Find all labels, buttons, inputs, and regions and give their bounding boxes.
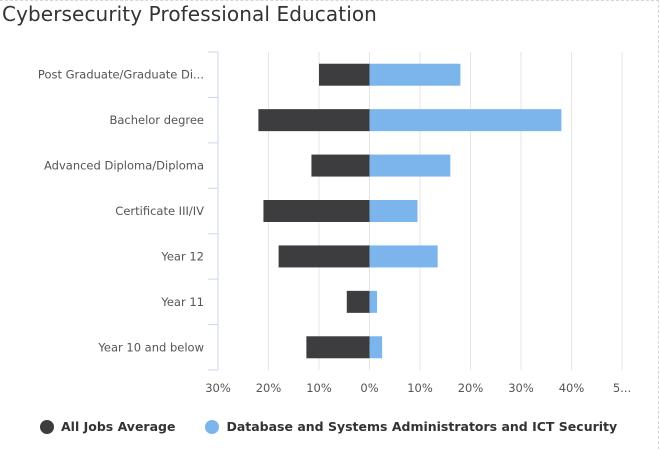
category-label: Advanced Diploma/Diploma <box>44 159 204 173</box>
x-tick-label: 20% <box>458 381 484 395</box>
x-tick-label: 0% <box>360 381 378 395</box>
bar-db-admin[interactable] <box>369 154 451 177</box>
legend-marker-db-admin <box>205 419 220 434</box>
legend-label-all-jobs: All Jobs Average <box>61 419 176 434</box>
legend-label-db-admin: Database and Systems Administrators and … <box>226 419 618 434</box>
x-tick-label: 20% <box>256 381 282 395</box>
bar-db-admin[interactable] <box>369 109 562 132</box>
bar-chart: Post Graduate/Graduate Di... Bachelor deg… <box>38 51 631 395</box>
bar-all-jobs[interactable] <box>319 63 370 86</box>
bar-db-admin[interactable] <box>369 200 418 222</box>
x-tick-label: 40% <box>559 381 585 395</box>
category-label: Certificate III/IV <box>115 204 204 218</box>
bars <box>258 63 562 359</box>
bar-all-jobs[interactable] <box>278 245 370 268</box>
bar-all-jobs[interactable] <box>311 154 370 177</box>
category-label: Bachelor degree <box>109 113 204 127</box>
x-tick-label: 30% <box>205 381 231 395</box>
bar-all-jobs[interactable] <box>346 290 370 313</box>
bar-all-jobs[interactable] <box>258 109 370 132</box>
category-label: Year 12 <box>160 249 204 263</box>
legend-item-all-jobs[interactable]: All Jobs Average <box>40 419 175 434</box>
bar-db-admin[interactable] <box>369 63 461 86</box>
bar-all-jobs[interactable] <box>306 336 370 359</box>
category-labels: Post Graduate/Graduate Di... Bachelor deg… <box>38 68 204 355</box>
category-label: Post Graduate/Graduate Di... <box>38 68 204 82</box>
legend: All Jobs Average Database and Systems Ad… <box>40 419 647 434</box>
x-tick-label: 30% <box>508 381 534 395</box>
axes <box>208 51 219 371</box>
chart-title: Cybersecurity Professional Education <box>2 2 377 26</box>
category-label: Year 10 and below <box>97 340 204 354</box>
legend-marker-all-jobs <box>40 419 54 434</box>
bar-all-jobs[interactable] <box>263 200 370 222</box>
x-tick-label: 10% <box>306 381 332 395</box>
tick-labels: 30% 20% 10% 0% 10% 20% 30% 40% 5... <box>205 381 631 395</box>
x-tick-label: 5... <box>613 381 631 395</box>
category-label: Year 11 <box>160 295 204 309</box>
bar-db-admin[interactable] <box>369 290 378 313</box>
bar-db-admin[interactable] <box>369 336 383 359</box>
legend-item-db-admin[interactable]: Database and Systems Administrators and … <box>205 419 617 434</box>
bar-db-admin[interactable] <box>369 245 438 268</box>
x-tick-label: 10% <box>407 381 433 395</box>
